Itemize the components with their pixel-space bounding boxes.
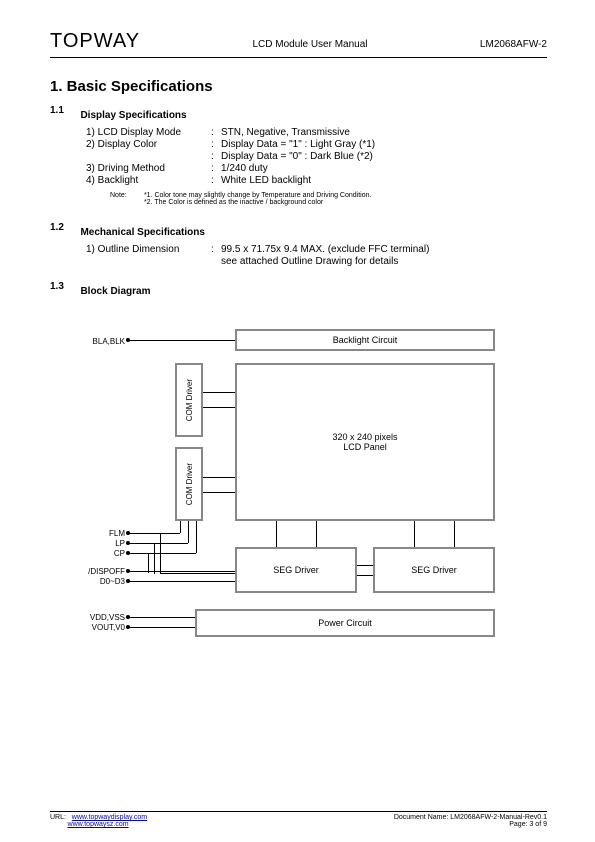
block-power-circuit: Power Circuit — [195, 609, 495, 637]
footer-left: URL: www.topwaydisplay.com www.topwaysz.… — [50, 814, 147, 828]
signal-vout: VOUT,V0 — [60, 623, 125, 632]
block-com-driver-1: COM Driver — [175, 363, 203, 437]
logo: TOPWAY — [50, 30, 140, 53]
spec-row: 4) Backlight:White LED backlight — [86, 175, 547, 186]
signal-flm: FLM — [70, 529, 125, 538]
heading-1: 1. Basic Specifications — [50, 78, 547, 95]
signal-vdd: VDD,VSS — [60, 613, 125, 622]
spec-row: 3) Driving Method:1/240 duty — [86, 163, 547, 174]
block-com-driver-2: COM Driver — [175, 447, 203, 521]
page-footer: URL: www.topwaydisplay.com www.topwaysz.… — [50, 811, 547, 828]
signal-d0d3: D0~D3 — [70, 577, 125, 586]
block-diagram: BLA,BLK FLM LP CP /DISPOFF D0~D3 VDD,VSS… — [50, 317, 547, 662]
spec-row: :Display Data = "0" : Dark Blue (*2) — [86, 151, 547, 162]
block-lcd-panel: 320 x 240 pixels LCD Panel — [235, 363, 495, 521]
footer-right: Document Name: LM2068AFW-2-Manual-Rev0.1… — [394, 814, 547, 828]
doc-title: LCD Module User Manual — [140, 33, 480, 50]
note: Note: *1. Color tone may slightly change… — [110, 192, 547, 206]
url-link-1[interactable]: www.topwaydisplay.com — [72, 814, 147, 821]
section-num: 1.1 — [50, 105, 76, 116]
model-number: LM2068AFW-2 — [480, 33, 547, 50]
url-link-2[interactable]: www.topwaysz.com — [68, 821, 129, 828]
signal-bla: BLA,BLK — [70, 337, 125, 346]
block-backlight: Backlight Circuit — [235, 329, 495, 351]
section-title: Display Specifications — [80, 110, 186, 121]
block-seg-driver-2: SEG Driver — [373, 547, 495, 593]
block-seg-driver-1: SEG Driver — [235, 547, 357, 593]
section-1-3-head: 1.3 Block Diagram — [50, 281, 547, 299]
spec-row: 2) Display Color:Display Data = "1" : Li… — [86, 139, 547, 150]
spec-row: 1) Outline Dimension:99.5 x 71.75x 9.4 M… — [86, 244, 547, 255]
spec-row: see attached Outline Drawing for details — [86, 256, 547, 267]
section-title: Mechanical Specifications — [80, 227, 205, 238]
signal-dispoff: /DISPOFF — [60, 567, 125, 576]
section-title: Block Diagram — [80, 286, 150, 297]
page-header: TOPWAY LCD Module User Manual LM2068AFW-… — [50, 30, 547, 58]
section-1-1-head: 1.1 Display Specifications — [50, 105, 547, 123]
spec-row: 1) LCD Display Mode:STN, Negative, Trans… — [86, 127, 547, 138]
section-num: 1.2 — [50, 222, 76, 233]
signal-lp: LP — [70, 539, 125, 548]
section-num: 1.3 — [50, 281, 76, 292]
signal-cp: CP — [70, 549, 125, 558]
section-1-2-head: 1.2 Mechanical Specifications — [50, 222, 547, 240]
